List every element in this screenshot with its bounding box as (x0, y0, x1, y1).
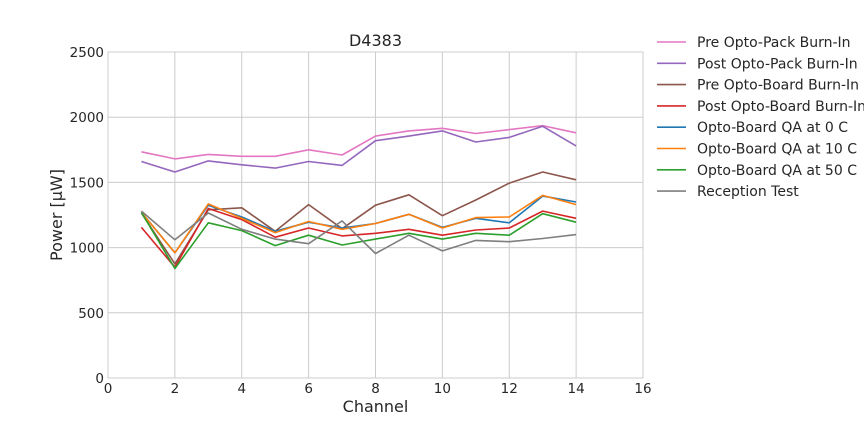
y-tick-label: 2500 (70, 45, 104, 61)
legend-entry: Pre Opto-Pack Burn-In (697, 35, 851, 51)
legend: Pre Opto-Pack Burn-In Post Opto-Pack Burn… (657, 35, 864, 200)
series-line (140, 210, 577, 255)
y-axis-label: Power [μW] (47, 169, 66, 261)
plot-frame (107, 51, 644, 379)
series-line (140, 207, 577, 269)
legend-entry: Pre Opto-Board Burn-In (697, 78, 859, 94)
y-tick-label: 2000 (70, 110, 104, 126)
series-line (140, 194, 577, 254)
tick-labels: 0 2 4 6 8 10 12 14 16 0 500 1000 1500 2000 2500 (70, 45, 652, 397)
series-line (140, 211, 577, 270)
y-tick-label: 1500 (70, 175, 104, 191)
x-tick-label: 12 (501, 381, 518, 397)
y-tick-label: 500 (78, 306, 104, 322)
x-tick-label: 14 (568, 381, 585, 397)
x-tick-label: 10 (434, 381, 451, 397)
series-line (140, 171, 577, 265)
x-tick-label: 6 (304, 381, 313, 397)
y-tick-label: 0 (95, 371, 104, 387)
legend-entry: Opto-Board QA at 10 C (697, 142, 857, 158)
legend-entry: Opto-Board QA at 0 C (697, 120, 848, 136)
x-tick-label: 16 (634, 381, 651, 397)
legend-entry: Post Opto-Pack Burn-In (697, 56, 858, 72)
legend-entry: Post Opto-Board Burn-In (697, 99, 864, 115)
x-tick-label: 0 (104, 381, 113, 397)
x-tick-label: 8 (371, 381, 380, 397)
series-line (141, 124, 577, 160)
legend-entry: Opto-Board QA at 50 C (697, 163, 857, 179)
x-tick-label: 4 (237, 381, 246, 397)
chart-title: D4383 (349, 31, 402, 50)
x-tick-label: 2 (171, 381, 180, 397)
series-lines (140, 124, 577, 270)
series-line (141, 125, 577, 173)
legend-entry: Reception Test (697, 184, 799, 200)
y-tick-label: 1000 (70, 241, 104, 257)
x-axis-label: Channel (343, 397, 409, 416)
